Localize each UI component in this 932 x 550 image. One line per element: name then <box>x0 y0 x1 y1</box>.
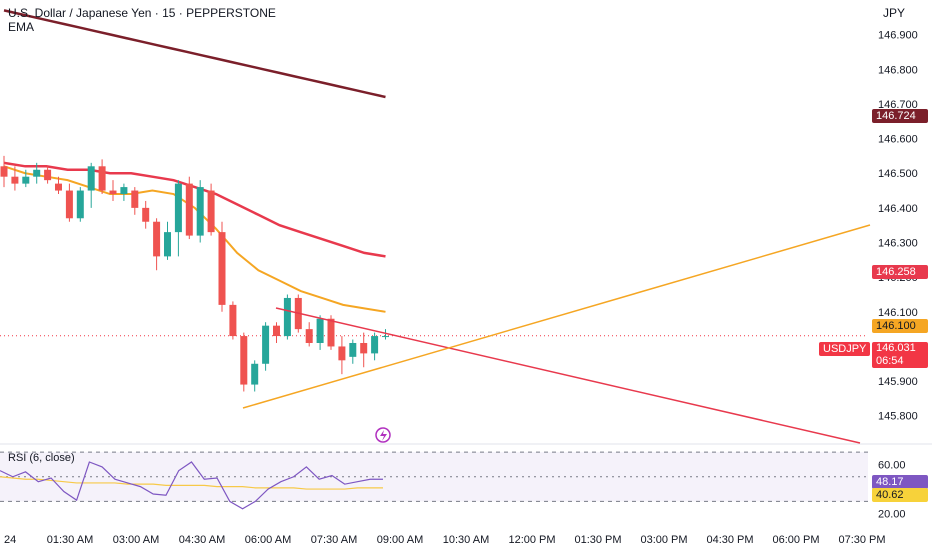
ema-long-line <box>3 9 386 99</box>
candle-body <box>164 232 171 257</box>
price-axis-label: 146.400 <box>878 203 918 215</box>
time-axis-label: 04:30 PM <box>706 534 753 546</box>
candle-body <box>11 176 19 184</box>
time-axis-label: 06:00 PM <box>772 534 819 546</box>
lightning-icon <box>375 427 391 443</box>
ema-mid-price-tag: 146.258 <box>872 265 928 279</box>
rsi-line <box>0 461 383 510</box>
ema-short-line <box>3 165 386 313</box>
candle-body <box>55 183 62 191</box>
time-axis-label: 06:00 AM <box>245 534 291 546</box>
candle-body <box>196 187 204 236</box>
time-axis-label: 07:30 PM <box>838 534 885 546</box>
candle-body <box>109 190 117 195</box>
candle-body <box>76 190 84 219</box>
candle-body <box>44 169 52 181</box>
candle-body <box>174 183 182 233</box>
candle-body <box>207 190 215 233</box>
candle-body <box>120 187 128 195</box>
currency-label: JPY <box>883 6 906 20</box>
price-axis-label: 146.100 <box>878 307 918 319</box>
current-price-value: 146.031 <box>876 342 916 354</box>
rsi-value-tag: 48.17 <box>872 475 928 489</box>
candle-body <box>338 346 346 361</box>
candle-body <box>283 297 291 337</box>
time-axis-label: 03:00 PM <box>640 534 687 546</box>
time-axis-label: 12:00 PM <box>508 534 555 546</box>
price-axis-label: 146.500 <box>878 168 918 180</box>
candle-body <box>229 304 237 337</box>
candle-body <box>87 166 95 191</box>
candle-body <box>98 166 106 191</box>
candle-body <box>142 207 150 222</box>
rsi-ma-value-tag: 40.62 <box>872 488 928 502</box>
price-axis-label: 146.300 <box>878 238 918 250</box>
candle-body <box>316 318 324 343</box>
candle-body <box>349 342 357 357</box>
time-axis-label: 04:30 AM <box>179 534 225 546</box>
price-axis-label: 146.700 <box>878 99 918 111</box>
candle-body <box>33 169 41 177</box>
chart-title: U.S. Dollar / Japanese Yen · 15 · PEPPER… <box>8 6 276 20</box>
time-axis-label: 01:30 PM <box>574 534 621 546</box>
price-axis-label: 145.900 <box>878 376 918 388</box>
symbol-tag: USDJPY <box>819 342 871 356</box>
candle-body <box>305 329 313 343</box>
indicator-label-ema[interactable]: EMA <box>8 20 35 34</box>
rsi-axis-label: 60.00 <box>878 459 906 471</box>
candle-body <box>218 232 226 305</box>
rsi-ma-line <box>0 476 383 490</box>
candle-body <box>251 363 259 385</box>
rsi-axis-label: 20.00 <box>878 509 906 521</box>
candle-body <box>0 166 8 177</box>
candle-body <box>327 318 335 347</box>
price-axis-label: 146.800 <box>878 64 918 76</box>
time-axis-label: 03:00 AM <box>113 534 159 546</box>
trendline-resistance <box>275 307 861 444</box>
candle-body <box>65 190 73 219</box>
candle-body <box>185 183 193 236</box>
candle-body <box>262 325 270 364</box>
time-axis-label: 01:30 AM <box>47 534 93 546</box>
bar-countdown: 06:54 <box>876 355 904 367</box>
time-axis-label: 07:30 AM <box>311 534 357 546</box>
candle-body <box>382 336 389 338</box>
time-axis-label: 09:00 AM <box>377 534 423 546</box>
current-price-tag: 146.031 06:54 <box>872 342 928 368</box>
ema-mid-line <box>3 161 386 258</box>
candle-body <box>131 190 139 208</box>
lightning-glyph <box>380 430 387 441</box>
candle-body <box>240 336 248 385</box>
candle-body <box>153 221 161 257</box>
candle-body <box>273 325 280 337</box>
time-axis-label: 24 <box>4 534 16 546</box>
candle-body <box>371 336 379 354</box>
price-axis-label: 146.600 <box>878 134 918 146</box>
candle-body <box>22 176 30 184</box>
ema-short-price-tag: 146.100 <box>872 319 928 333</box>
time-axis-label: 10:30 AM <box>443 534 489 546</box>
trendline-support <box>242 224 871 409</box>
candle-body <box>360 342 368 354</box>
ema-long-price-tag: 146.724 <box>872 109 928 123</box>
price-axis-label: 146.900 <box>878 30 918 42</box>
rsi-label[interactable]: RSI (6, close) <box>8 452 75 464</box>
price-axis-label: 145.800 <box>878 411 918 423</box>
